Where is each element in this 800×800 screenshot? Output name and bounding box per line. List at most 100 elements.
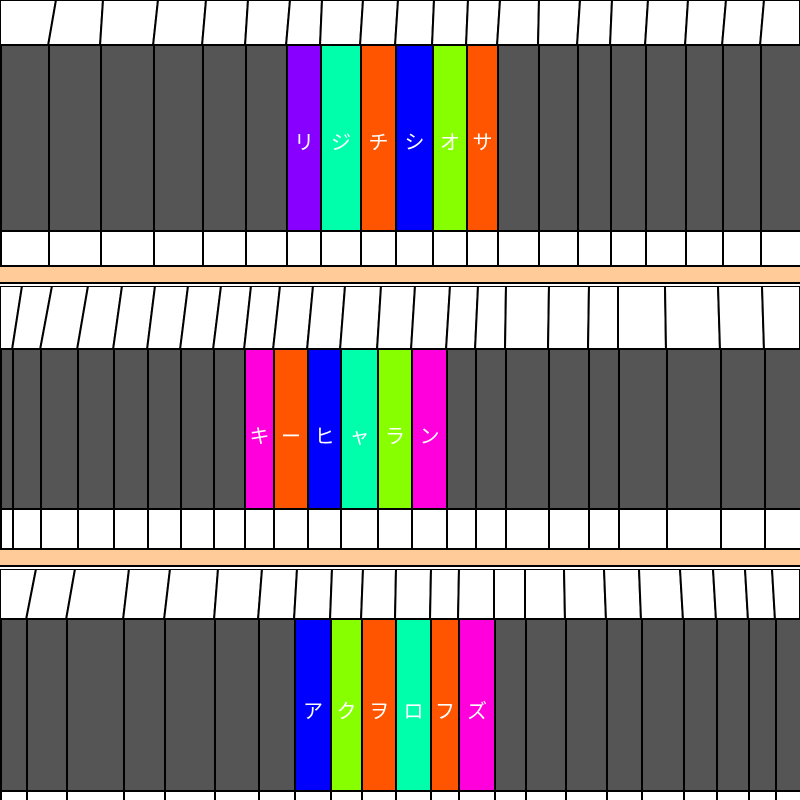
tile-letter: オ: [440, 130, 460, 154]
book-spine: [100, 44, 155, 232]
letter-tile[interactable]: ジ: [320, 44, 362, 232]
letter-tile[interactable]: ー: [273, 348, 309, 510]
book-top: [760, 286, 800, 348]
book-top: [213, 569, 264, 619]
book-top: [243, 0, 292, 46]
book-top: [163, 569, 220, 619]
letter-tile[interactable]: ャ: [340, 348, 379, 510]
row-2-book-tops: [0, 286, 800, 348]
letter-tile[interactable]: シ: [395, 44, 434, 232]
book-top: [524, 569, 566, 619]
book-top: [329, 569, 365, 619]
book-top: [758, 0, 800, 46]
book-bottom: [538, 230, 579, 267]
letter-tile[interactable]: ロ: [395, 618, 432, 792]
book-spine: [538, 44, 579, 232]
book-top: [429, 569, 461, 619]
book-top: [608, 0, 650, 46]
book-spine: [494, 618, 527, 792]
book-spine: [180, 348, 215, 510]
book-top: [200, 0, 250, 46]
book-spine: [505, 348, 550, 510]
book-spine: [645, 44, 687, 232]
book-spine: [720, 348, 766, 510]
book-bottom: [245, 230, 288, 267]
book-bottom: [577, 230, 612, 267]
book-top: [743, 569, 776, 619]
tile-letter: ン: [419, 424, 440, 448]
letter-tile[interactable]: ン: [411, 348, 448, 510]
tile-letter: リ: [294, 130, 314, 154]
book-bottom: [505, 508, 550, 550]
book-spine: [683, 618, 718, 792]
letter-tile[interactable]: リ: [286, 44, 322, 232]
book-top: [716, 286, 765, 348]
book-bottom: [258, 790, 296, 800]
book-bottom: [548, 508, 590, 550]
book-top: [306, 286, 347, 348]
book-top: [575, 0, 614, 46]
book-spine: [213, 348, 246, 510]
book-top: [39, 286, 90, 348]
book-spine: [716, 618, 750, 792]
letter-tile[interactable]: ヒ: [307, 348, 342, 510]
book-bottom: [26, 790, 68, 800]
book-bottom: [716, 790, 750, 800]
book-spine: [202, 44, 247, 232]
book-bottom: [588, 508, 620, 550]
book-top: [678, 569, 717, 619]
letter-tile[interactable]: キ: [244, 348, 275, 510]
tile-letter: ア: [303, 699, 323, 723]
book-top: [98, 0, 160, 46]
tile-letter: ジ: [331, 130, 351, 154]
book-bottom: [273, 508, 309, 550]
book-spine: [565, 618, 608, 792]
book-top: [493, 569, 526, 619]
book-bottom: [48, 230, 102, 267]
book-top: [272, 286, 315, 348]
book-top: [445, 286, 480, 348]
letter-tile[interactable]: ク: [330, 618, 363, 792]
letter-tile[interactable]: ラ: [377, 348, 413, 510]
book-bottom: [494, 790, 527, 800]
book-top: [394, 569, 433, 619]
book-top: [46, 0, 105, 46]
book-top: [562, 569, 607, 619]
letter-tile[interactable]: チ: [360, 44, 397, 232]
book-spine: [245, 44, 288, 232]
tile-letter: ヒ: [314, 424, 335, 448]
book-spine: [610, 44, 647, 232]
book-bottom: [722, 230, 762, 267]
book-spine: [588, 348, 620, 510]
tile-letter: サ: [472, 130, 493, 154]
book-bottom: [100, 230, 155, 267]
book-bottom: [685, 230, 724, 267]
letter-tile[interactable]: オ: [432, 44, 468, 232]
book-spine: [123, 618, 166, 792]
book-bottom: [411, 508, 448, 550]
tile-letter: チ: [368, 130, 389, 154]
book-bottom: [775, 790, 800, 800]
book-spine: [214, 618, 260, 792]
row-1-book-tops: [0, 0, 800, 46]
book-bottom: [618, 508, 668, 550]
book-top: [711, 569, 749, 619]
book-bottom: [0, 230, 50, 267]
tile-letter: ズ: [467, 699, 487, 723]
tile-letter: ャ: [349, 424, 370, 448]
book-bottom: [641, 790, 685, 800]
book-top: [243, 286, 282, 348]
letter-tile[interactable]: フ: [430, 618, 460, 792]
letter-tile[interactable]: ア: [294, 618, 332, 792]
book-top: [617, 286, 667, 348]
book-bottom: [77, 508, 115, 550]
book-spine: [147, 348, 182, 510]
letter-tile[interactable]: ズ: [458, 618, 496, 792]
book-bottom: [340, 508, 379, 550]
book-top: [393, 0, 436, 46]
shelf-plank-1: [0, 265, 800, 284]
letter-tile[interactable]: ヲ: [361, 618, 397, 792]
book-top: [663, 286, 721, 348]
letter-tile[interactable]: サ: [466, 44, 499, 232]
